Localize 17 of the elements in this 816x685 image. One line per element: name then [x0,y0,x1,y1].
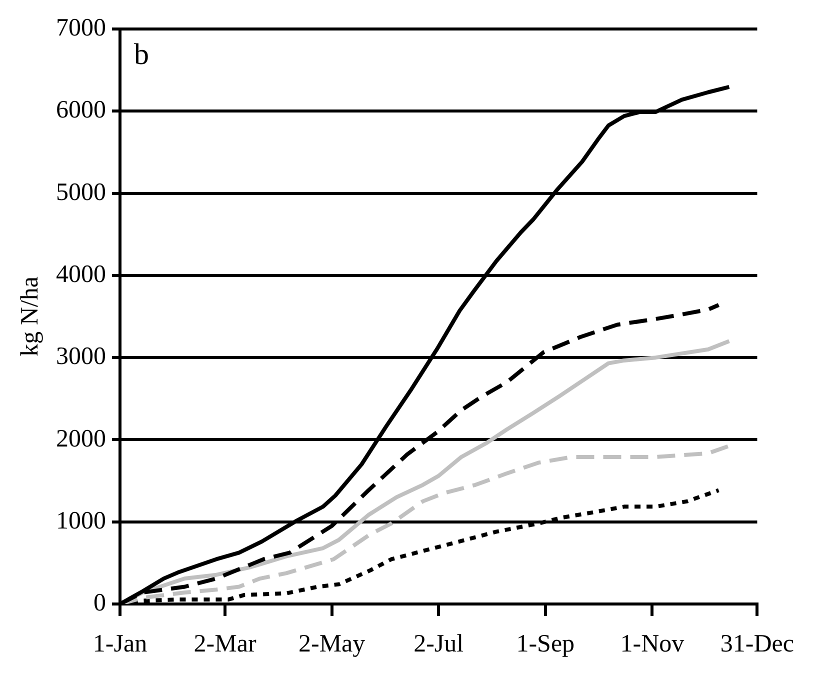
x-tick-label: 2-May [298,630,366,658]
y-tick-label: 0 [94,590,106,617]
y-tick-label: 4000 [56,260,106,288]
annotation: b [134,38,149,71]
y-axis-title: kg N/ha [16,276,44,356]
x-tick-label: 31-Dec [720,630,794,658]
y-tick-label: 3000 [56,343,106,370]
y-tick-label: 7000 [56,14,106,42]
y-tick-label: 2000 [56,425,106,452]
y-tick-label: 1000 [56,507,106,534]
y-tick-label: 6000 [56,96,106,124]
x-tick-label: 2-Jul [414,630,464,658]
x-tick-label: 2-Mar [194,630,257,658]
x-tick-label: 1-Nov [620,630,685,658]
x-tick-label: 1-Sep [516,630,575,658]
x-tick-label: 1-Jan [92,630,148,658]
y-tick-label: 5000 [56,178,106,206]
